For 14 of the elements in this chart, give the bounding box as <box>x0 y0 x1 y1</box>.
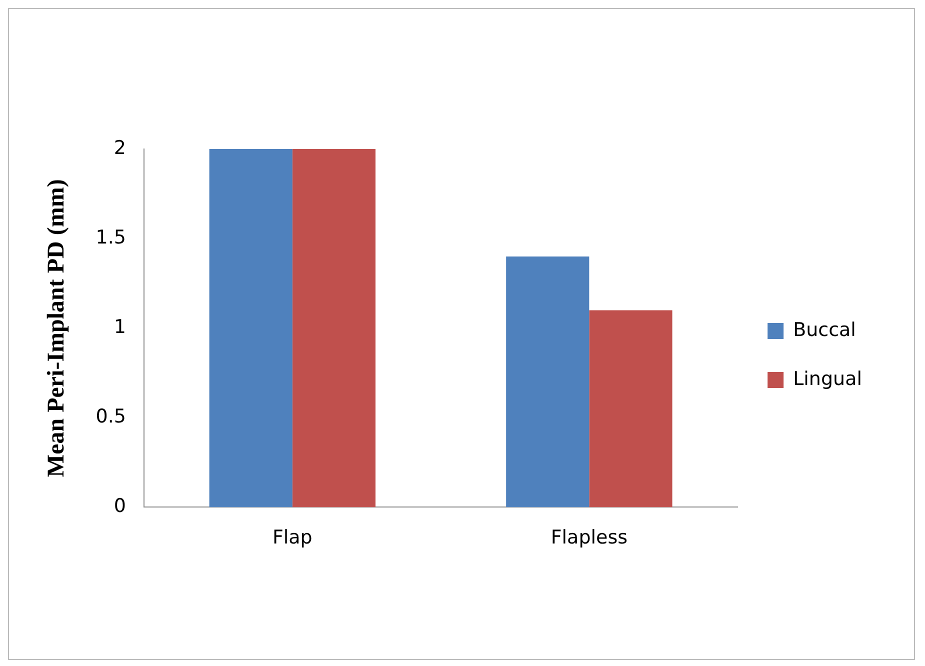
bar <box>589 310 672 508</box>
legend-label: Lingual <box>793 368 862 390</box>
y-axis-title: Mean Peri-Implant PD (mm) <box>44 179 70 478</box>
y-tick-label: 0 <box>114 495 126 518</box>
y-tick-label: 1.5 <box>96 226 126 248</box>
y-tick-label: 0.5 <box>96 406 126 428</box>
bar <box>506 256 590 508</box>
bar <box>209 149 292 508</box>
bar <box>292 149 376 508</box>
x-tick-label: Flapless <box>550 526 628 549</box>
legend-label: Buccal <box>793 318 856 341</box>
y-tick-label: 2 <box>114 136 126 159</box>
y-tick-label: 1 <box>114 316 126 338</box>
x-tick-label: Flap <box>272 526 312 549</box>
